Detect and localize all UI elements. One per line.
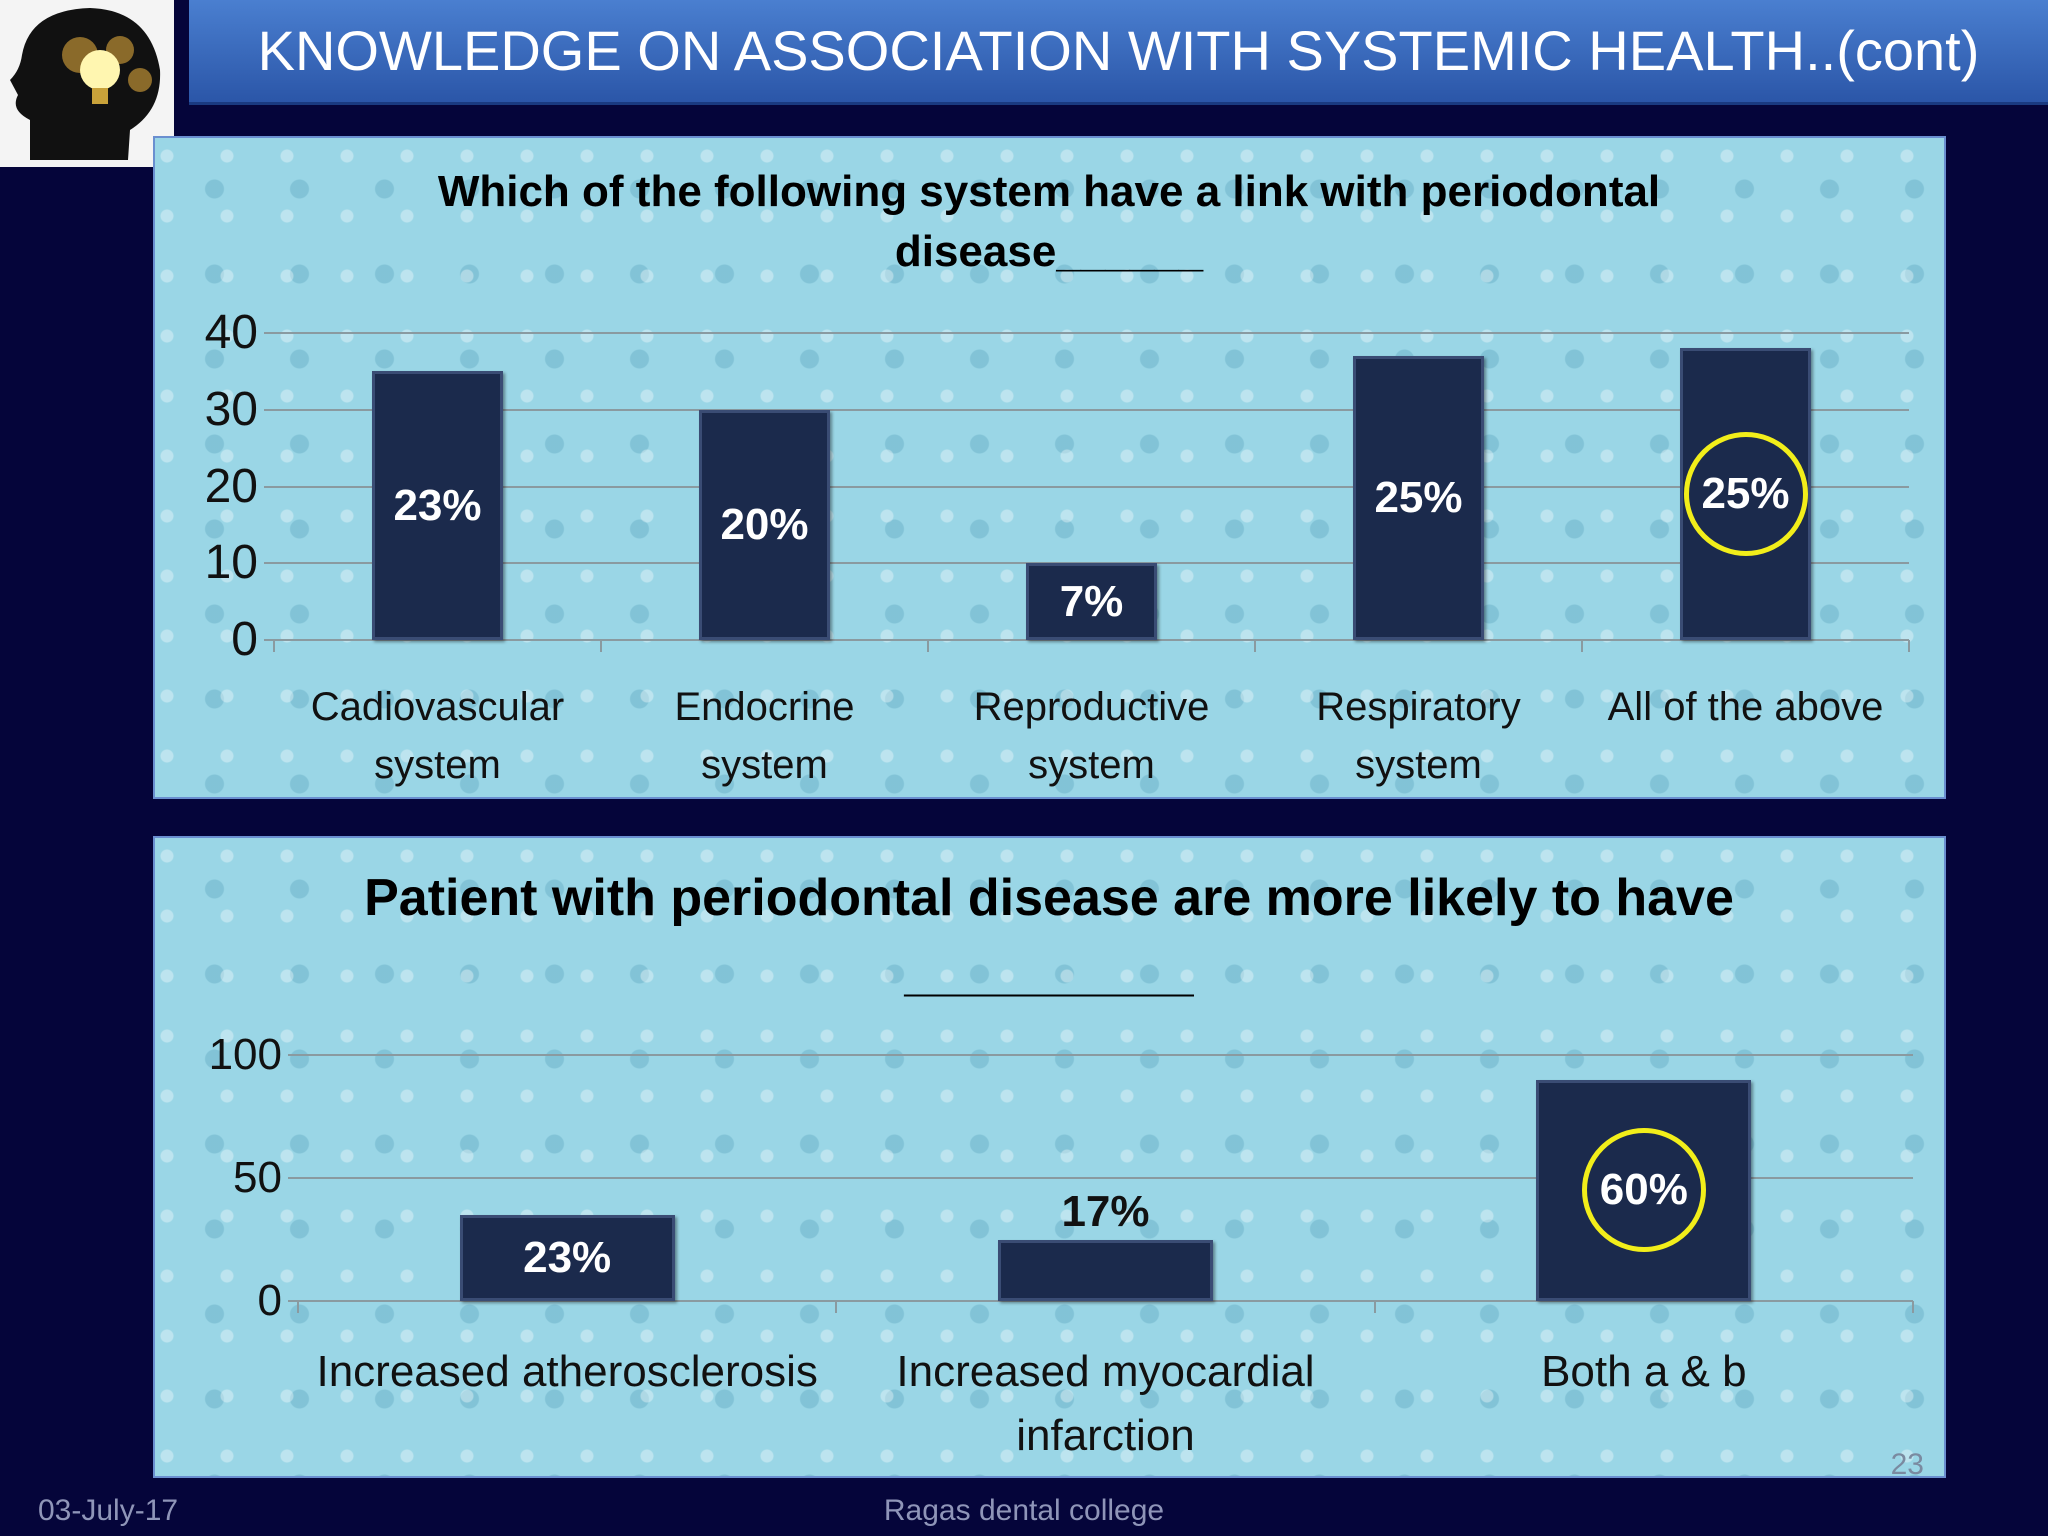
x-tick — [600, 640, 602, 652]
head-icon — [0, 0, 174, 167]
grid-line — [264, 408, 1909, 411]
bar — [459, 1214, 675, 1301]
x-tick-label: Increased atherosclerosis — [316, 1347, 818, 1396]
x-tick-label: All of the above — [1607, 685, 1884, 729]
x-tick — [1908, 640, 1910, 652]
slide-number: 23 — [1890, 1448, 1924, 1481]
x-tick — [1581, 640, 1583, 652]
bar — [1026, 563, 1157, 640]
x-tick — [835, 1301, 838, 1313]
data-label: 25% — [1374, 473, 1463, 522]
x-tick — [297, 1301, 299, 1313]
y-tick-label: 10 — [204, 536, 258, 590]
x-tick — [273, 640, 275, 652]
grid-line — [264, 332, 1909, 334]
footer-source: Ragas dental college — [883, 1494, 1165, 1527]
x-tick-label: Respiratory system — [1316, 685, 1521, 787]
y-tick-label: 20 — [204, 459, 258, 513]
data-label: 23% — [393, 480, 482, 530]
x-tick-label: Endocrine system — [674, 685, 855, 787]
y-tick-label: 0 — [257, 1275, 282, 1325]
x-tick-label: Reproductive system — [973, 685, 1210, 787]
y-tick-label: 100 — [208, 1029, 282, 1079]
grid-line — [288, 1300, 1913, 1302]
y-tick-label: 40 — [204, 306, 258, 360]
y-tick-label: 50 — [233, 1152, 282, 1202]
x-tick — [1912, 1301, 1914, 1313]
x-tick-label: Increased myocardial infarction — [896, 1347, 1315, 1460]
grid-line — [288, 1054, 1913, 1056]
data-label: 20% — [720, 499, 809, 549]
data-label: 23% — [523, 1232, 612, 1282]
chart-title: Patient with periodontal disease are mor… — [364, 869, 1734, 1002]
highlight-circle — [1581, 1128, 1706, 1253]
grid-line — [264, 639, 1909, 641]
x-tick-label: Both a & b — [1541, 1347, 1747, 1396]
grid-line — [288, 1177, 1913, 1179]
y-tick-label: 0 — [231, 613, 258, 667]
x-tick — [927, 640, 929, 652]
x-tick-label: Cadiovascular system — [310, 685, 565, 787]
footer-date: 03-July-17 — [38, 1494, 179, 1527]
chart-title: Which of the following system have a lin… — [437, 167, 1661, 276]
bar — [699, 409, 830, 640]
data-label: 17% — [1061, 1186, 1150, 1236]
data-label: 7% — [1059, 576, 1124, 626]
bar — [1353, 356, 1484, 640]
grid-line — [264, 485, 1909, 488]
highlight-circle — [1683, 432, 1808, 557]
x-tick — [1254, 640, 1256, 652]
x-tick — [1373, 1301, 1376, 1313]
slide-title: KNOWLEDGE ON ASSOCIATION WITH SYSTEMIC H… — [189, 0, 2048, 105]
bar — [372, 371, 503, 640]
bar — [997, 1239, 1214, 1301]
y-tick-label: 30 — [204, 382, 258, 436]
